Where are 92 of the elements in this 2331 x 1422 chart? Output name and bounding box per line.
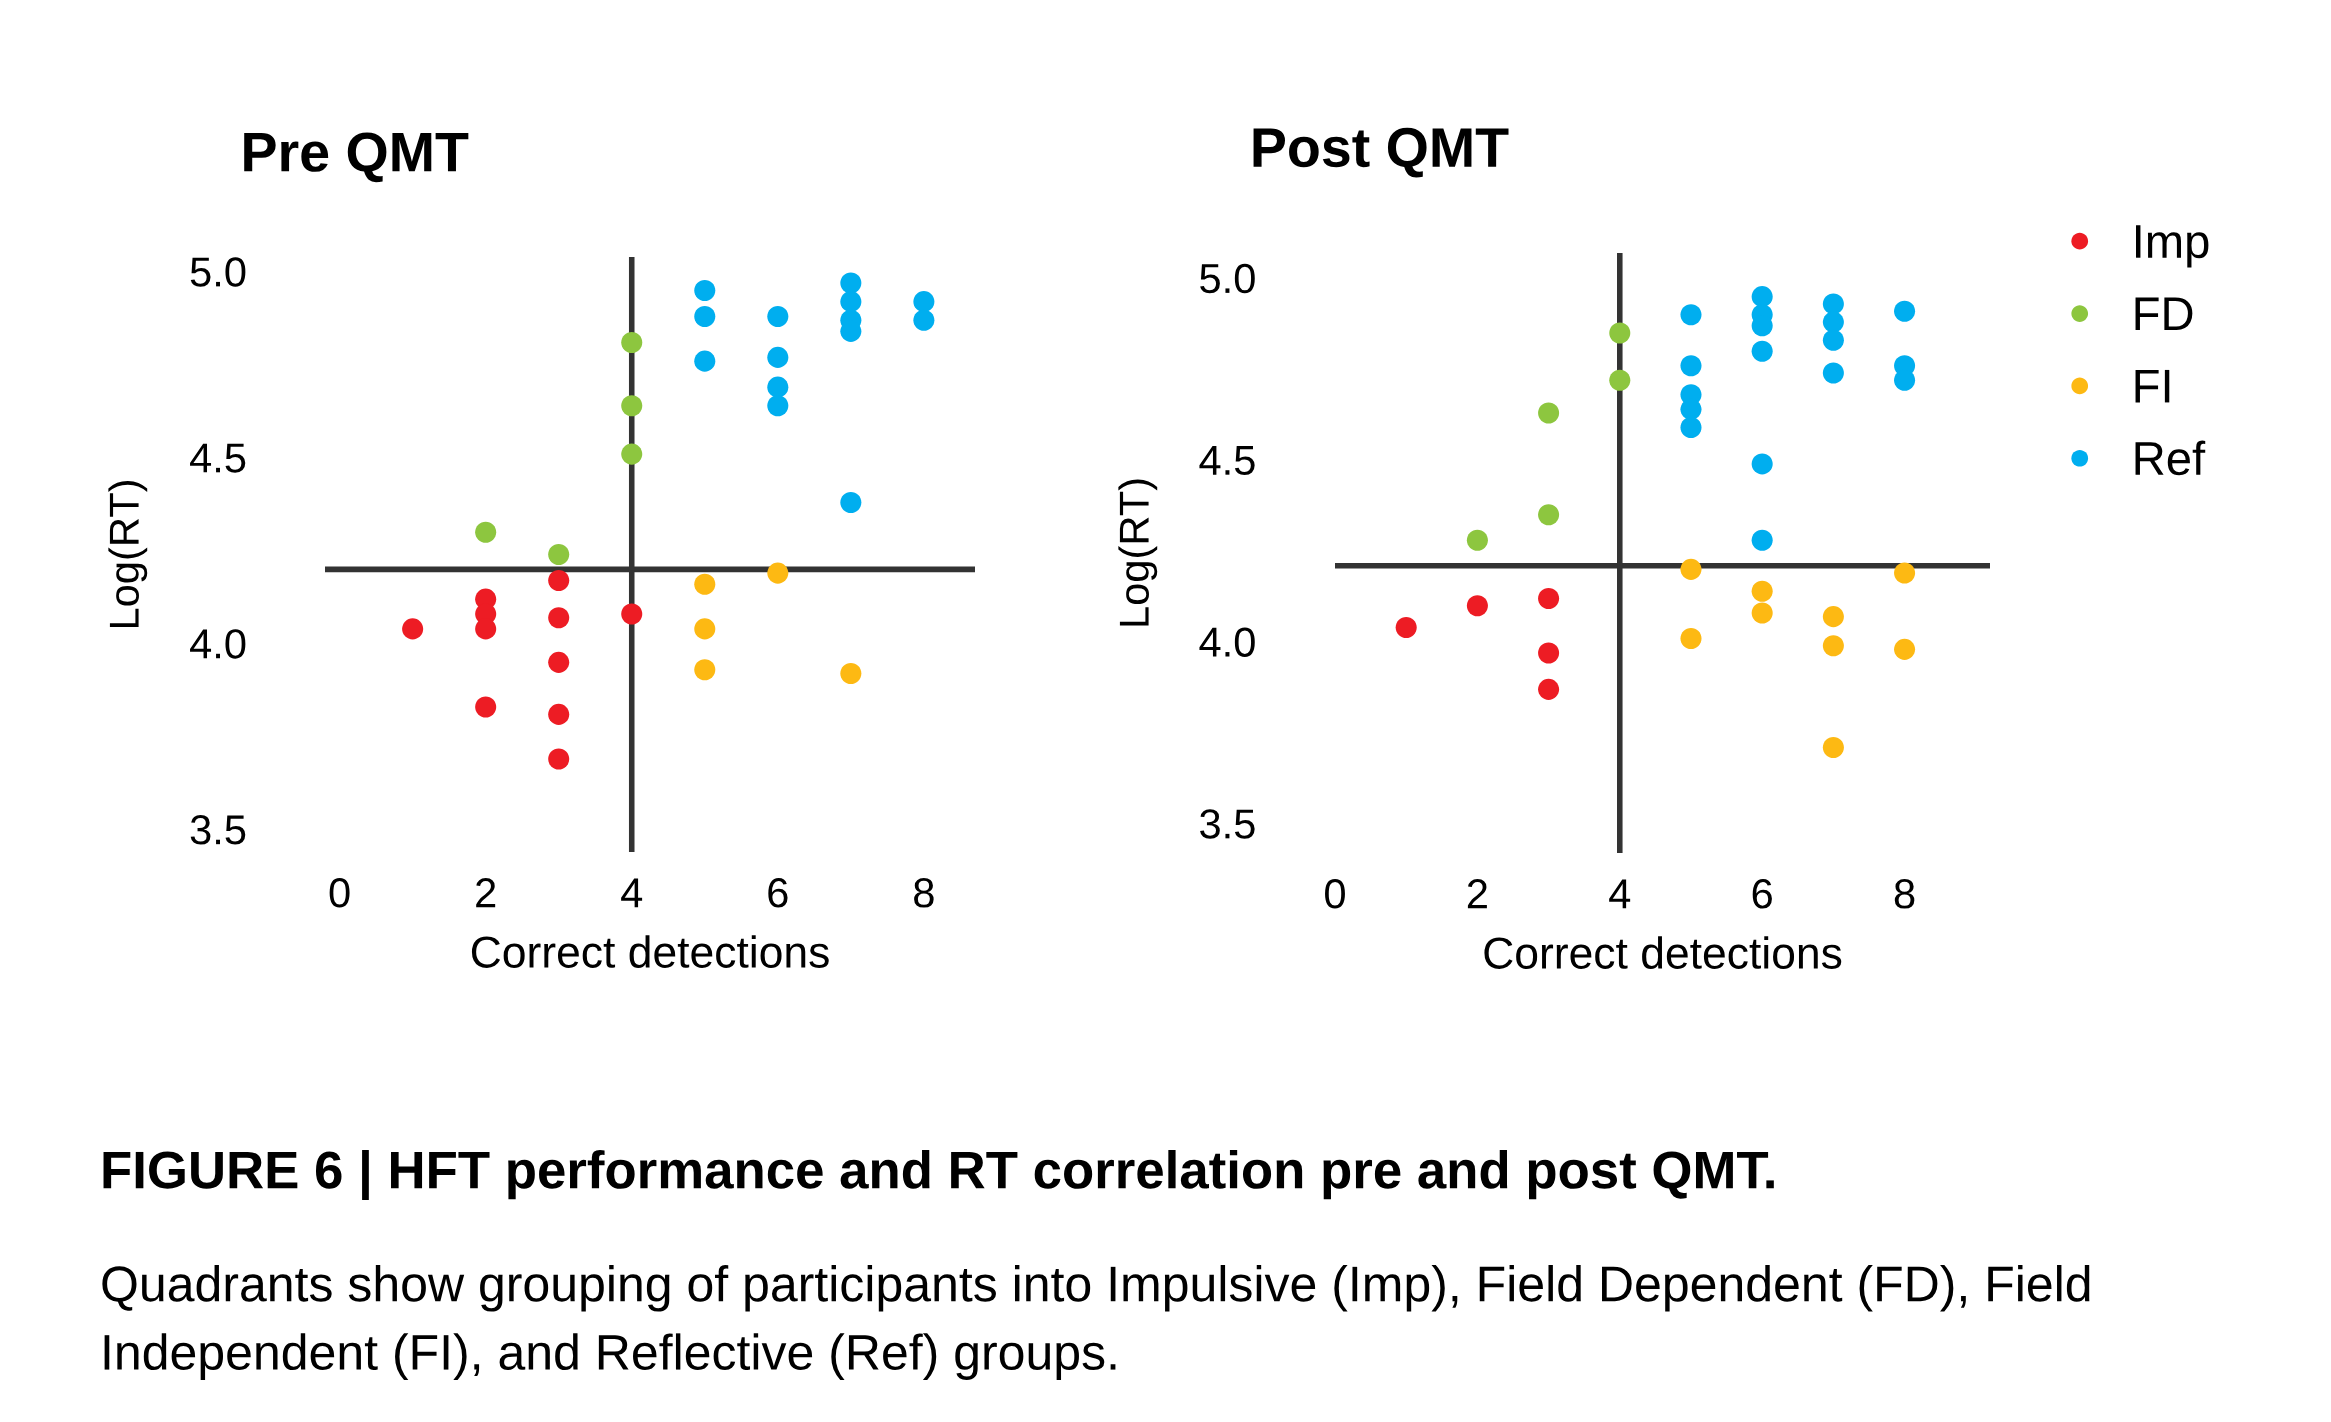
y-tick-label: 4.5 <box>190 443 246 473</box>
point <box>767 562 789 584</box>
point <box>1894 638 1916 660</box>
point <box>548 748 570 770</box>
chart-title: Post QMT <box>1253 127 1509 178</box>
point <box>1466 529 1488 551</box>
y-tick-label: 5.0 <box>190 257 246 287</box>
x-tick-label: 0 <box>329 878 350 908</box>
legend-label: FD <box>2135 297 2193 331</box>
point <box>1751 580 1773 602</box>
point <box>621 332 643 354</box>
legend-label: Ref <box>2135 440 2206 476</box>
y-tick-label: 4.0 <box>1199 627 1255 657</box>
y-tick-label: 5.0 <box>1200 263 1255 294</box>
point <box>621 443 643 465</box>
y-tick-label: 4.5 <box>1199 446 1255 476</box>
point <box>694 618 716 640</box>
point <box>1680 558 1702 580</box>
point <box>767 305 789 328</box>
x-tick-label: 8 <box>914 878 934 908</box>
legend-label: FI <box>2135 369 2170 403</box>
x-tick-label: 4 <box>621 878 643 908</box>
point <box>1538 642 1560 664</box>
point <box>402 618 424 640</box>
point <box>913 309 935 331</box>
point <box>767 376 789 398</box>
point <box>1680 627 1702 649</box>
point <box>1751 529 1773 551</box>
y-tick-label: 4.0 <box>190 629 246 659</box>
x-tick-label: 2 <box>476 878 496 908</box>
legend-label: Imp <box>2136 225 2209 268</box>
point <box>694 659 716 681</box>
point <box>694 279 716 301</box>
point <box>694 305 716 328</box>
point <box>1538 678 1560 700</box>
x-axis-title: Correct detections <box>1484 936 1842 969</box>
text: Quadrants show grouping of participants into Impulsive (Imp), Field Dependent (FD), Field Independent (FI), and Reflective (Ref) groups. <box>102 1265 2090 1380</box>
caption: FIGURE 6 | HFT performance and RT correlation pre and post QMT. <box>103 1150 1774 1200</box>
point <box>840 491 862 513</box>
point <box>621 603 643 625</box>
point <box>475 521 497 543</box>
point <box>1822 329 1844 351</box>
point <box>840 291 862 313</box>
point <box>548 651 570 673</box>
point <box>548 570 570 592</box>
point <box>1822 293 1844 315</box>
point <box>694 350 716 372</box>
point <box>1822 362 1844 384</box>
y-axis-title: Log(RT) <box>1118 479 1158 626</box>
point <box>1822 606 1844 628</box>
point <box>1822 635 1844 657</box>
point <box>475 618 497 640</box>
point <box>1680 355 1702 377</box>
x-tick-label: 4 <box>1609 879 1631 909</box>
point <box>1538 504 1560 526</box>
point <box>767 395 789 417</box>
point <box>1680 304 1702 326</box>
point <box>767 346 789 368</box>
point <box>1609 369 1631 391</box>
point <box>1751 602 1773 624</box>
point <box>1894 562 1916 584</box>
x-tick-label: 6 <box>1752 879 1772 909</box>
point <box>548 543 570 566</box>
point <box>1822 311 1844 333</box>
point <box>1538 587 1560 609</box>
x-tick-label: 0 <box>1325 879 1345 909</box>
point <box>1894 300 1916 322</box>
point <box>1751 286 1773 308</box>
point <box>1751 340 1773 362</box>
chart-title: Pre QMT <box>244 132 469 183</box>
point <box>1751 453 1773 475</box>
x-tick-label: 8 <box>1894 879 1915 909</box>
x-tick-label: 2 <box>1467 879 1487 909</box>
x-tick-label: 6 <box>768 878 788 908</box>
y-tick-label: 3.5 <box>190 815 246 845</box>
point <box>475 696 497 718</box>
y-axis-title: Log(RT) <box>108 481 148 628</box>
point <box>840 272 862 294</box>
point <box>694 573 716 595</box>
point <box>1822 737 1844 759</box>
point <box>1538 402 1560 424</box>
point <box>1609 322 1631 344</box>
x-axis-title: Correct detections <box>471 935 829 968</box>
point <box>840 662 862 685</box>
point <box>1680 417 1702 439</box>
point <box>1466 595 1488 617</box>
point <box>548 703 570 725</box>
point <box>621 395 643 417</box>
point <box>548 607 570 629</box>
point <box>913 291 935 313</box>
point <box>1395 617 1417 639</box>
y-tick-label: 3.5 <box>1200 809 1255 839</box>
